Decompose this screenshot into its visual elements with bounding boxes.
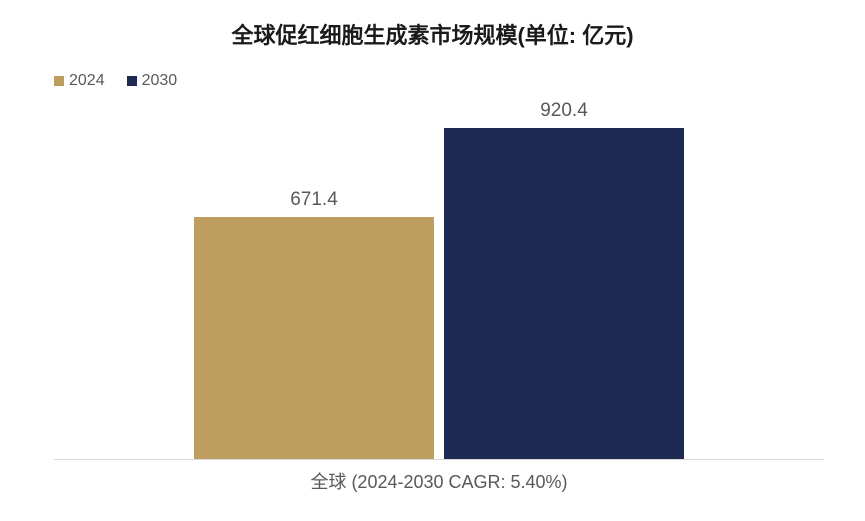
chart-container: 全球促红细胞生成素市场规模(单位: 亿元) 2024 2030 671.4 92…	[0, 0, 865, 521]
plot-area: 671.4 920.4	[54, 100, 824, 460]
bar-value-2024: 671.4	[194, 189, 434, 211]
bar-2030: 920.4	[444, 128, 684, 459]
legend: 2024 2030	[54, 72, 835, 90]
legend-swatch-2030	[127, 76, 137, 86]
bar-2024: 671.4	[194, 217, 434, 459]
bar-group-global: 671.4 920.4	[194, 128, 684, 459]
legend-label-2024: 2024	[69, 72, 105, 90]
chart-title: 全球促红细胞生成素市场规模(单位: 亿元)	[30, 18, 835, 50]
bars-wrap: 671.4 920.4	[54, 100, 824, 459]
bar-value-2030: 920.4	[444, 100, 684, 122]
legend-item-2024: 2024	[54, 72, 105, 90]
legend-item-2030: 2030	[127, 72, 178, 90]
x-axis-label: 全球 (2024-2030 CAGR: 5.40%)	[54, 468, 824, 494]
legend-swatch-2024	[54, 76, 64, 86]
legend-label-2030: 2030	[142, 72, 178, 90]
